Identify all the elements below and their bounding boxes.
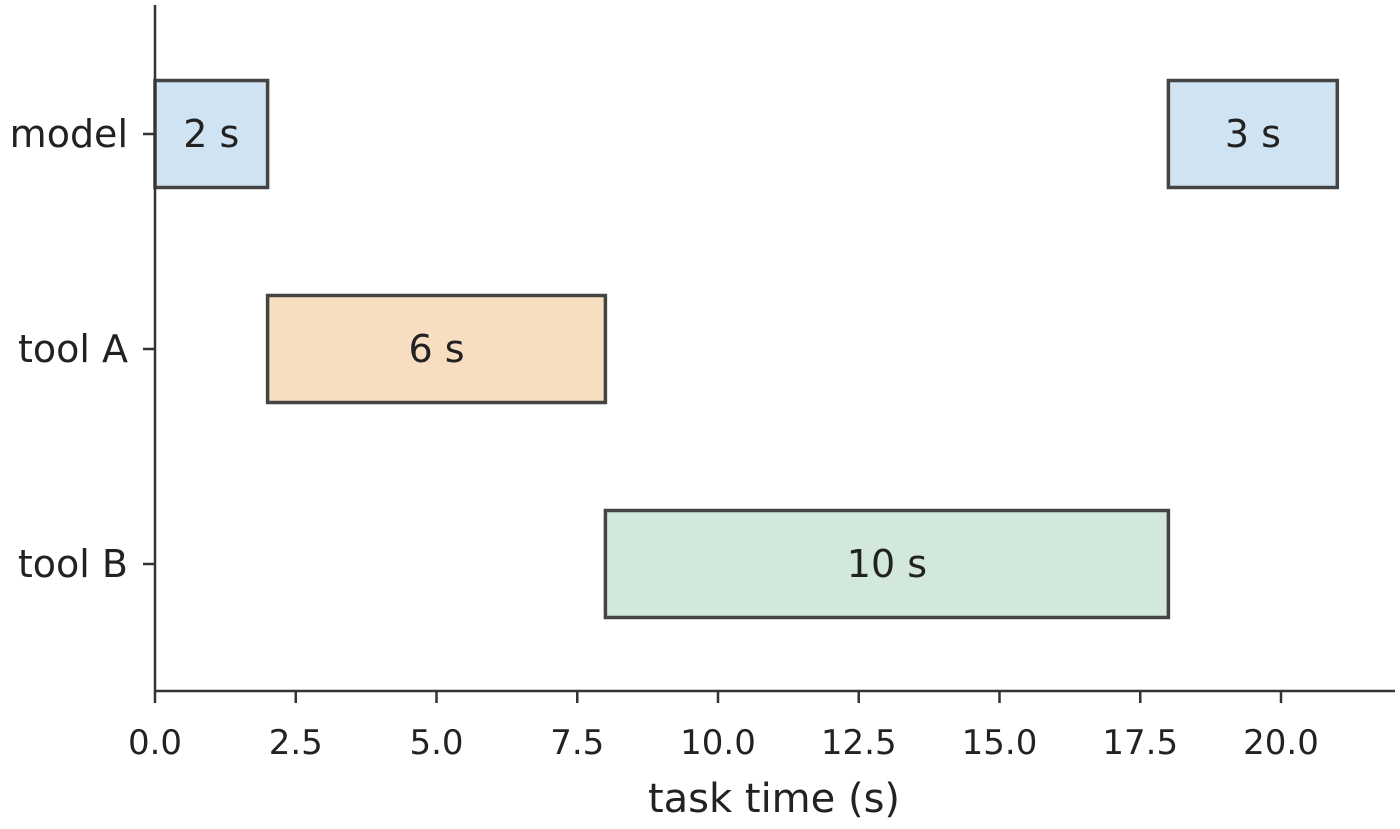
bar-label-0: 2 s xyxy=(183,112,239,156)
bar-model-3 xyxy=(1166,78,1340,190)
bar-label-3: 3 s xyxy=(1225,112,1281,156)
x-tick-label-2: 5.0 xyxy=(409,723,463,763)
x-tick-label-5: 12.5 xyxy=(821,723,897,763)
bar-label-2: 10 s xyxy=(847,542,927,586)
x-axis-title: task time (s) xyxy=(648,776,900,822)
x-tick-label-8: 20.0 xyxy=(1243,723,1319,763)
axes-layer: 0.0 2.5 5.0 7.5 10.0 12.5 15.0 17.5 20.0 model too… xyxy=(10,5,1395,763)
bars-layer: 2 s 6 s 10 s 3 s xyxy=(153,78,1340,620)
x-tick-label-1: 2.5 xyxy=(269,723,323,763)
y-tick-label-tool-a: tool A xyxy=(18,327,128,371)
bar-tool-a-1 xyxy=(265,293,608,405)
x-tick-label-6: 15.0 xyxy=(962,723,1038,763)
x-tick-label-4: 10.0 xyxy=(680,723,756,763)
bar-tool-b-2 xyxy=(603,508,1171,620)
y-tick-label-tool-b: tool B xyxy=(18,542,128,586)
x-tick-label-0: 0.0 xyxy=(128,723,182,763)
y-tick-label-model: model xyxy=(10,112,128,156)
x-tick-label-7: 17.5 xyxy=(1102,723,1178,763)
bar-label-1: 6 s xyxy=(408,327,464,371)
x-tick-label-3: 7.5 xyxy=(550,723,604,763)
